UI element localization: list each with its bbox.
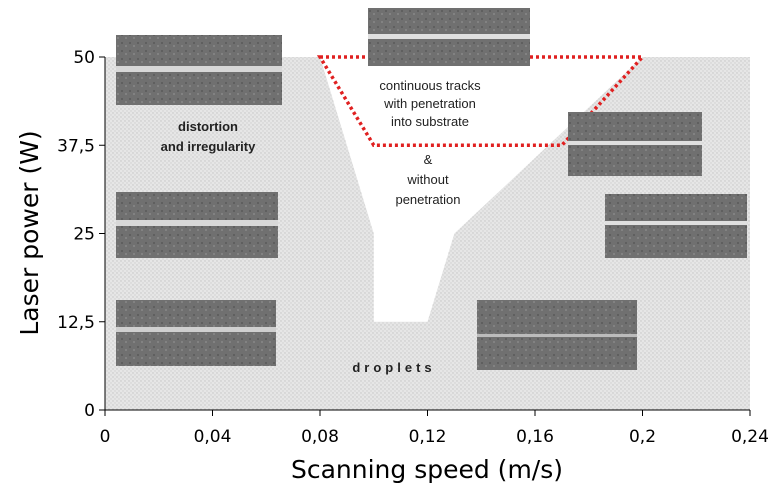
region-label: without <box>406 172 449 187</box>
x-tick-label: 0,12 <box>409 427 447 447</box>
micrograph <box>605 194 747 258</box>
x-tick-label: 0 <box>100 427 111 447</box>
region-label: droplets <box>352 360 435 375</box>
y-tick-label: 12,5 <box>57 313 95 333</box>
track <box>116 220 278 226</box>
region-label: with penetration <box>383 96 476 111</box>
track <box>477 334 637 337</box>
region-label: and irregularity <box>161 139 256 154</box>
x-tick-label: 0,16 <box>516 427 554 447</box>
stable-region <box>320 57 643 322</box>
track <box>568 141 702 145</box>
x-tick-label: 0,24 <box>731 427 769 447</box>
y-tick-label: 50 <box>73 48 95 68</box>
micrograph <box>116 300 276 366</box>
y-tick-label: 25 <box>73 225 95 245</box>
region-label: penetration <box>395 192 460 207</box>
region-label: distortion <box>178 119 238 134</box>
x-tick-label: 0,08 <box>301 427 339 447</box>
micrographs <box>116 8 747 370</box>
region-label: into substrate <box>391 114 469 129</box>
y-tick-label: 0 <box>84 401 95 421</box>
region-label: continuous tracks <box>379 78 481 93</box>
track <box>605 221 747 225</box>
x-axis-title: Scanning speed (m/s) <box>291 455 563 484</box>
track <box>116 327 276 332</box>
axes: 0 0,04 0,08 0,12 0,16 0,2 0,24 0 12,5 25 37,5 50 <box>57 48 769 447</box>
x-tick-label: 0,04 <box>194 427 232 447</box>
y-tick-label: 37,5 <box>57 136 95 156</box>
region-label: & <box>424 152 433 167</box>
y-axis-title: Laser power (W) <box>15 130 44 335</box>
track <box>116 66 282 72</box>
track <box>368 34 530 39</box>
x-tick-label: 0,2 <box>629 427 656 447</box>
